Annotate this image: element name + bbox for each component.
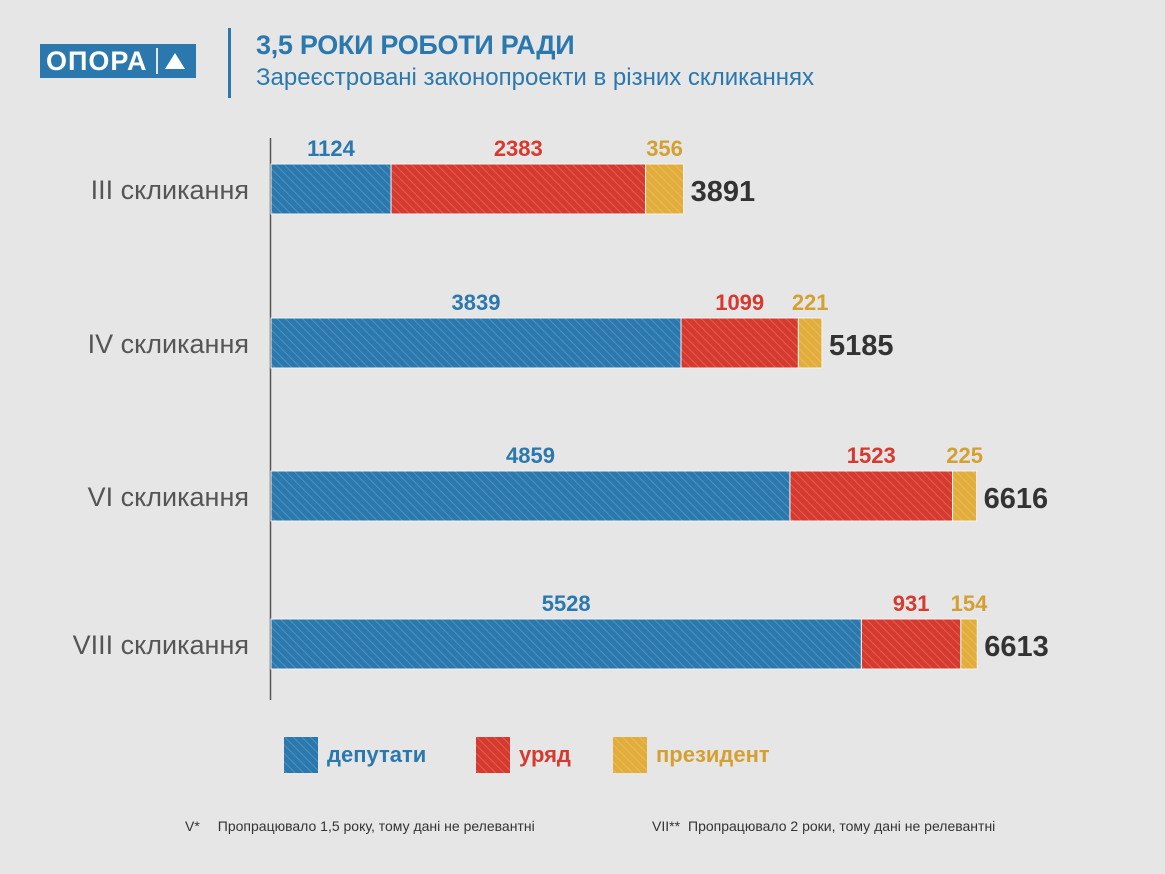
data-label-deputies: 3839	[452, 290, 501, 315]
data-label-deputies: 5528	[542, 591, 591, 616]
data-label-president: 154	[951, 591, 988, 616]
logo-text: ОПОРА	[46, 46, 148, 76]
legend-swatch-government	[476, 737, 510, 773]
bar-segment-government	[860, 618, 962, 670]
data-label-president: 221	[792, 290, 829, 315]
bar-segment-deputies	[270, 470, 791, 522]
category-label: VIII скликання	[73, 630, 249, 660]
bar-segment-deputies	[270, 163, 392, 215]
total-label: 3891	[691, 176, 756, 208]
legend-item-government: уряд	[476, 737, 571, 773]
data-label-president: 225	[946, 443, 983, 468]
triangle-icon	[156, 48, 192, 74]
data-label-government: 2383	[494, 136, 543, 161]
bar-segment-president	[960, 618, 978, 670]
legend-item-president: президент	[613, 737, 770, 773]
legend-label-deputies: депутати	[327, 742, 427, 767]
legend-item-deputies: депутати	[284, 737, 426, 773]
bar-segment-government	[789, 470, 954, 522]
bar-segment-government	[390, 163, 647, 215]
footnote-mark: VII**	[652, 818, 681, 834]
footnote-v: V* Пропрацювало 1,5 року, тому дані не ре…	[185, 818, 535, 834]
data-label-president: 356	[646, 136, 683, 161]
footnote-text: Пропрацювало 1,5 року, тому дані не реле…	[217, 818, 535, 834]
data-label-government: 1099	[715, 290, 764, 315]
category-label: VI скликання	[88, 482, 249, 512]
bar-segment-president	[797, 317, 823, 369]
bar-segment-government	[680, 317, 799, 369]
footnote-text: Пропрацювало 2 роки, тому дані не релева…	[688, 818, 996, 834]
header-divider	[228, 28, 231, 98]
opora-logo: ОПОРА	[40, 44, 196, 78]
category-label: IV скликання	[88, 329, 249, 359]
bar-segment-president	[645, 163, 685, 215]
page-subtitle: Зареєстровані законопроекти в різних скл…	[256, 64, 814, 91]
bar-segment-deputies	[270, 317, 682, 369]
stacked-bar-chart: III скликання 1124 2383 356 3891 IV скликання…	[73, 136, 1049, 700]
bar-segment-deputies	[270, 618, 862, 670]
chart-legend: депутати уряд президент	[0, 737, 1165, 777]
footnote-vii: VII** Пропрацювало 2 роки, тому дані не р…	[652, 818, 995, 834]
data-label-deputies: 1124	[307, 136, 355, 161]
data-label-deputies: 4859	[506, 443, 555, 468]
data-label-government: 1523	[847, 443, 896, 468]
total-label: 6613	[984, 631, 1049, 663]
total-label: 5185	[829, 330, 894, 362]
data-label-government: 931	[893, 591, 930, 616]
category-label: III скликання	[91, 175, 249, 205]
legend-label-government: уряд	[519, 742, 571, 767]
legend-swatch-deputies	[284, 737, 318, 773]
legend-label-president: президент	[656, 742, 770, 767]
bar-segment-president	[952, 470, 978, 522]
page-title: 3,5 РОКИ РОБОТИ РАДИ	[256, 30, 575, 60]
footnote-mark: V*	[185, 818, 200, 834]
legend-swatch-president	[613, 737, 647, 773]
total-label: 6616	[984, 483, 1049, 515]
